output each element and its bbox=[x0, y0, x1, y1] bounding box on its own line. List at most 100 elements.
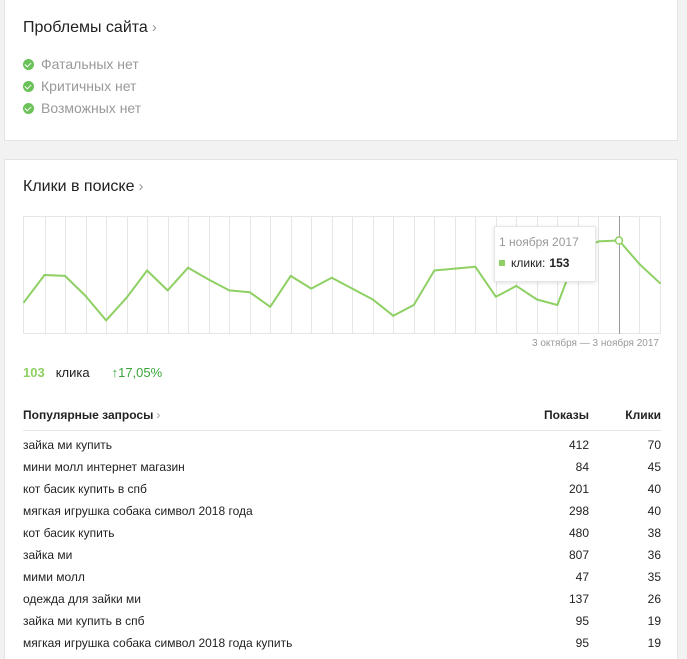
table-row[interactable]: мягкая игрушка собака символ 2018 года 29… bbox=[23, 500, 661, 522]
query-shows: 807 bbox=[568, 548, 589, 562]
query-shows: 95 bbox=[575, 636, 589, 650]
query-text: одежда для зайки ми bbox=[23, 592, 141, 606]
table-row[interactable]: зайка ми 807 36 bbox=[23, 544, 661, 566]
site-problems-card: Проблемы сайта › Фатальных нет Критичных н… bbox=[4, 0, 678, 141]
table-row[interactable]: мягкая игрушка собака символ 2018 года к… bbox=[23, 632, 661, 654]
clicks-data-point bbox=[556, 303, 559, 306]
check-circle-icon bbox=[23, 80, 34, 92]
search-clicks-card: Клики в поиске › 1 ноября 2017 клики: 153… bbox=[4, 159, 678, 659]
clicks-data-point bbox=[638, 263, 641, 266]
query-text: мягкая игрушка собака символ 2018 года к… bbox=[23, 636, 293, 650]
popular-queries-title: Популярные запросы bbox=[23, 407, 154, 422]
clicks-data-point bbox=[105, 319, 108, 322]
query-shows: 298 bbox=[568, 504, 589, 518]
query-text: зайка ми купить в спб bbox=[23, 614, 145, 628]
query-clicks: 35 bbox=[647, 570, 661, 584]
clicks-series-line bbox=[23, 239, 661, 322]
query-shows: 47 bbox=[575, 570, 589, 584]
query-clicks: 40 bbox=[647, 482, 661, 496]
table-row[interactable]: зайка ми купить 412 70 bbox=[23, 434, 661, 456]
tooltip-row: клики: 153 bbox=[499, 256, 569, 270]
site-problems-title-link[interactable]: Проблемы сайта › bbox=[23, 19, 157, 37]
problem-item-label: Фатальных нет bbox=[41, 56, 139, 72]
query-clicks: 26 bbox=[647, 592, 661, 606]
table-row[interactable]: мини молл интернет магазин 84 45 bbox=[23, 456, 661, 478]
clicks-data-point bbox=[392, 314, 395, 317]
chevron-right-icon: › bbox=[151, 19, 157, 36]
table-row[interactable]: кот басик купить 480 38 bbox=[23, 522, 661, 544]
column-header-clicks: Клики bbox=[625, 407, 661, 422]
clicks-data-point bbox=[207, 278, 210, 281]
problem-item: Возможных нет bbox=[23, 97, 141, 119]
clicks-data-point bbox=[248, 291, 251, 294]
date-range-label: 3 октября — 3 ноября 2017 bbox=[532, 338, 659, 349]
problem-item: Фатальных нет bbox=[23, 53, 141, 75]
popular-queries-table: Популярные запросы › Показы Клики зайка м… bbox=[23, 399, 661, 654]
query-text: мягкая игрушка собака символ 2018 года bbox=[23, 504, 253, 518]
query-clicks: 19 bbox=[647, 636, 661, 650]
chart-hover-point bbox=[614, 236, 624, 245]
check-circle-icon bbox=[23, 58, 34, 70]
clicks-chart[interactable]: 1 ноября 2017 клики: 153 bbox=[23, 216, 661, 334]
clicks-data-point bbox=[515, 284, 518, 287]
problem-item-label: Критичных нет bbox=[41, 78, 137, 94]
search-clicks-title-link[interactable]: Клики в поиске › bbox=[23, 178, 144, 196]
query-shows: 201 bbox=[568, 482, 589, 496]
clicks-data-point bbox=[453, 267, 456, 270]
clicks-data-point bbox=[166, 289, 169, 292]
query-text: зайка ми bbox=[23, 548, 73, 562]
query-shows: 84 bbox=[575, 460, 589, 474]
clicks-data-point bbox=[23, 301, 25, 304]
table-row[interactable]: зайка ми купить в спб 95 19 bbox=[23, 610, 661, 632]
tooltip-value: 153 bbox=[549, 256, 570, 270]
problem-item: Критичных нет bbox=[23, 75, 141, 97]
clicks-data-point bbox=[433, 269, 436, 272]
clicks-data-point bbox=[494, 295, 497, 298]
column-header-shows: Показы bbox=[544, 407, 589, 422]
clicks-data-point bbox=[597, 240, 600, 243]
clicks-data-point bbox=[535, 298, 538, 301]
chevron-right-icon: › bbox=[138, 178, 144, 195]
clicks-data-point bbox=[310, 287, 313, 290]
table-row[interactable]: мими молл 47 35 bbox=[23, 566, 661, 588]
tooltip-label: клики: bbox=[511, 256, 546, 270]
clicks-unit: клика bbox=[55, 365, 90, 380]
check-circle-icon bbox=[23, 102, 34, 114]
clicks-delta: ↑17,05% bbox=[111, 365, 163, 380]
clicks-data-point bbox=[412, 303, 415, 306]
query-clicks: 38 bbox=[647, 526, 661, 540]
query-clicks: 40 bbox=[647, 504, 661, 518]
query-shows: 137 bbox=[568, 592, 589, 606]
query-clicks: 70 bbox=[647, 438, 661, 452]
query-text: кот басик купить в спб bbox=[23, 482, 147, 496]
clicks-data-point bbox=[289, 274, 292, 277]
problem-item-label: Возможных нет bbox=[41, 100, 142, 116]
query-clicks: 45 bbox=[647, 460, 661, 474]
clicks-data-point bbox=[269, 305, 272, 308]
clicks-data-point bbox=[659, 282, 661, 285]
chart-tooltip: 1 ноября 2017 клики: 153 bbox=[494, 226, 596, 282]
table-row[interactable]: одежда для зайки ми 137 26 bbox=[23, 588, 661, 610]
query-text: кот басик купить bbox=[23, 526, 115, 540]
popular-queries-link[interactable]: Популярные запросы › bbox=[23, 408, 509, 422]
search-clicks-title: Клики в поиске bbox=[23, 178, 135, 195]
query-rows: зайка ми купить 412 70 мини молл интернет м… bbox=[23, 431, 661, 654]
clicks-data-point bbox=[84, 294, 87, 297]
query-shows: 480 bbox=[568, 526, 589, 540]
clicks-data-point bbox=[146, 269, 149, 272]
query-shows: 412 bbox=[568, 438, 589, 452]
query-clicks: 36 bbox=[647, 548, 661, 562]
clicks-data-point bbox=[125, 296, 128, 299]
clicks-data-point bbox=[474, 265, 477, 268]
query-shows: 95 bbox=[575, 614, 589, 628]
tooltip-date: 1 ноября 2017 bbox=[499, 235, 579, 249]
chevron-right-icon: › bbox=[156, 407, 161, 422]
query-text: зайка ми купить bbox=[23, 438, 113, 452]
series-swatch-icon bbox=[499, 260, 505, 266]
table-header: Популярные запросы › Показы Клики bbox=[23, 399, 661, 431]
site-problems-title: Проблемы сайта bbox=[23, 19, 148, 36]
clicks-data-point bbox=[228, 289, 231, 292]
clicks-data-point bbox=[371, 298, 374, 301]
table-row[interactable]: кот басик купить в спб 201 40 bbox=[23, 478, 661, 500]
clicks-count: 103 bbox=[23, 365, 45, 380]
